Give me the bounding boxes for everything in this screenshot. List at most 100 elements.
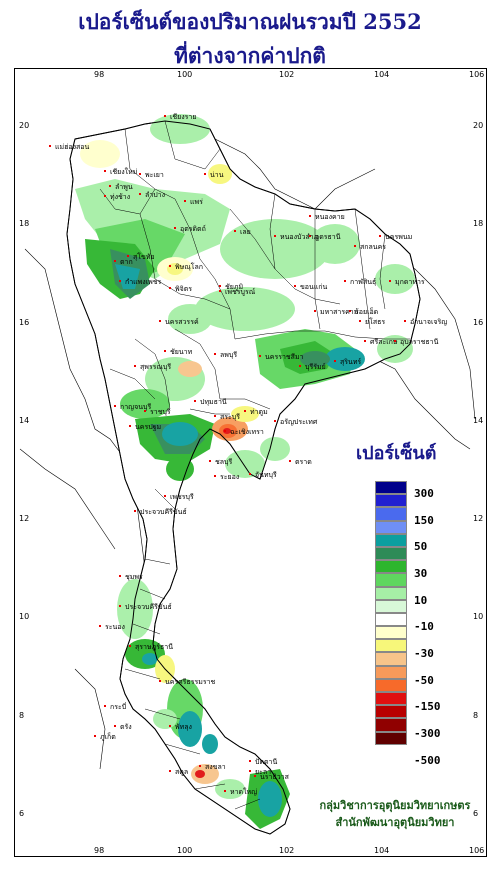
place-label: มุกดาหาร [395,278,425,286]
place-label: ประจวบคีรีขันธ์ [125,603,172,611]
station-marker [174,227,176,229]
station-marker [109,185,111,187]
place-label: สุราษฎร์ธานี [135,643,173,651]
rainfall-shading [75,114,415,829]
legend-swatch [375,626,407,640]
place-label: พิจิตร [175,285,192,293]
place-label: พะเยา [145,171,164,179]
lat-tick-label: 6 [473,809,478,818]
station-marker [159,680,161,682]
station-marker [214,353,216,355]
place-label: อุดรธานี [315,233,341,241]
station-marker [254,775,256,777]
station-marker [354,245,356,247]
place-label: ชัยภูมิ [225,283,243,291]
station-marker [159,320,161,322]
lon-tick-label: 104 [374,846,389,855]
station-marker [164,495,166,497]
place-label: ฉะเชิงเทรา [230,428,264,436]
legend-label: 10 [414,594,428,607]
place-label: เพชรบูรณ์ [225,288,256,296]
lat-tick-label: 18 [19,219,29,228]
legend-label: -50 [414,674,434,687]
place-label: อรัญประเทศ [280,418,318,426]
place-label: สุรินทร์ [340,358,361,366]
map-frame: 98 98 100 100 102 102 104 104 106 106 20 20 18 18 16 16… [14,68,487,857]
legend-swatch [375,586,407,600]
station-marker [349,310,351,312]
credit-line1: กลุ่มวิชาการอุตุนิยมวิทยาเกษตร [319,799,471,812]
station-marker [49,145,51,147]
place-label: กระบี่ [110,702,126,711]
station-marker [119,605,121,607]
station-marker [309,235,311,237]
legend-swatch [375,678,407,692]
station-marker [219,285,221,287]
station-marker [127,255,129,257]
station-marker [104,705,106,707]
place-label: พัทลุง [175,723,192,731]
station-marker [224,790,226,792]
station-marker [214,415,216,417]
legend-swatch [375,652,407,666]
lat-tick-label: 12 [19,514,29,523]
station-marker [299,365,301,367]
legend-swatch [375,705,407,719]
place-label: กำแพงเพชร [125,278,161,286]
station-marker [334,360,336,362]
place-label: แพร่ [190,198,203,206]
place-label: เลย [240,228,251,236]
place-label: ระยอง [220,473,239,481]
station-marker [204,173,206,175]
place-label: ประจวบคีรีขันธ์ [140,508,187,516]
station-marker [274,235,276,237]
station-marker [209,460,211,462]
credit-line2: สำนักพัฒนาอุตุนิยมวิทยา [335,816,455,829]
place-label: ทุ่งช้าง [110,193,130,201]
place-label: หาดใหญ่ [230,787,257,796]
station-marker [394,340,396,342]
station-marker [114,725,116,727]
lat-tick-label: 10 [473,612,483,621]
place-label: น่าน [210,171,224,179]
legend-swatch [375,507,407,521]
legend-label: -150 [414,700,441,713]
place-label: ชุมพร [125,573,143,581]
lon-tick-label: 106 [469,70,484,79]
place-label: มหาสารคาม [320,308,358,316]
station-marker [364,340,366,342]
lat-tick-label: 14 [19,416,29,425]
station-marker [114,260,116,262]
place-label: ตราด [295,458,312,466]
place-label: สุพรรณบุรี [140,363,171,371]
station-marker [249,770,251,772]
station-marker [309,215,311,217]
station-marker [169,287,171,289]
station-marker [379,235,381,237]
legend-swatch [375,718,407,732]
legend-swatch [375,533,407,547]
place-label: สตูล [175,768,188,776]
lat-tick-label: 16 [473,318,483,327]
station-marker [244,410,246,412]
legend-swatch [375,560,407,574]
station-marker [259,355,261,357]
place-label: อุบลราชธานี [400,338,439,346]
lat-tick-label: 12 [473,514,483,523]
station-marker [114,405,116,407]
place-label: สงขลา [205,763,226,771]
place-label: นราธิวาส [260,773,290,781]
place-label: นครพนม [385,233,412,241]
station-marker [129,645,131,647]
place-label: ท่าตูม [250,408,268,416]
lat-tick-label: 20 [473,121,483,130]
place-label: สกลนคร [360,243,386,251]
lat-tick-label: 16 [19,318,29,327]
place-label: ศรีสะเกษ [370,338,398,346]
station-marker [139,173,141,175]
station-marker [169,725,171,727]
place-label: นครศรีธรรมราช [165,678,216,686]
place-label: ปทุมธานี [200,398,227,406]
